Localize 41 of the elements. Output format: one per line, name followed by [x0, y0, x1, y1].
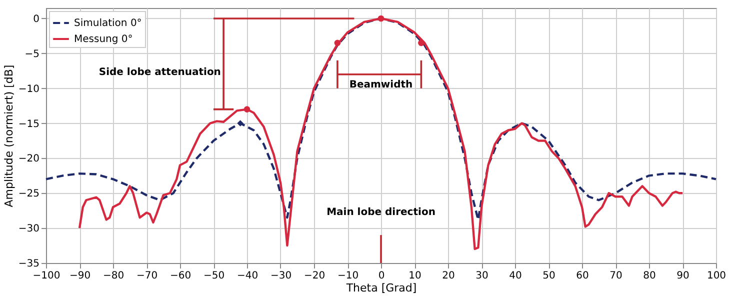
- point: [244, 106, 250, 112]
- x-tick-label: −50: [203, 270, 225, 282]
- x-tick-label: 70: [610, 270, 622, 282]
- x-tick-label: 0: [378, 270, 385, 282]
- x-tick-label: 90: [676, 270, 690, 282]
- point: [418, 40, 424, 46]
- y-tick-label: −15: [18, 118, 40, 130]
- legend-label: Messung 0°: [74, 34, 133, 45]
- annotation: Beamwidth: [349, 80, 413, 90]
- point: [237, 120, 244, 126]
- annotation: Side lobe attenuation: [98, 66, 221, 78]
- point: [378, 15, 384, 22]
- annotation: Main lobe direction: [326, 207, 436, 218]
- x-tick-label: −10: [337, 270, 359, 282]
- x-tick-label: 40: [509, 270, 522, 282]
- y-tick-label: −25: [18, 188, 40, 200]
- y-tick-label: −20: [18, 154, 40, 165]
- point: [334, 40, 341, 46]
- y-tick-label: −5: [24, 48, 40, 60]
- x-tick-label: −60: [170, 270, 192, 282]
- x-tick-label: 30: [476, 270, 488, 282]
- x-tick-label: 60: [576, 270, 589, 282]
- x-tick-label: −40: [236, 270, 258, 282]
- x-tick-label: −30: [270, 270, 292, 282]
- x-tick-label: −80: [102, 270, 124, 282]
- x-tick-label: 50: [542, 270, 556, 282]
- y-tick-label: −35: [18, 258, 40, 270]
- x-axis-title: Theta [Grad]: [345, 282, 417, 294]
- x-tick-label: 10: [408, 270, 422, 282]
- y-axis-title: Amplitude (normiert) [dB]: [2, 64, 16, 208]
- y-tick-label: −30: [18, 224, 40, 235]
- legend-label: Simulation 0°: [74, 18, 142, 29]
- x-tick-label: −100: [32, 270, 60, 282]
- y-tick-label: −10: [18, 84, 40, 95]
- x-tick-label: −20: [304, 270, 326, 282]
- x-tick-label: −70: [136, 270, 158, 282]
- x-tick-label: 80: [643, 270, 656, 282]
- x-tick-label: 100: [706, 270, 726, 282]
- x-tick-label: −90: [69, 270, 91, 282]
- x-tick-label: 20: [442, 270, 455, 282]
- y-tick-label: 0: [33, 14, 40, 25]
